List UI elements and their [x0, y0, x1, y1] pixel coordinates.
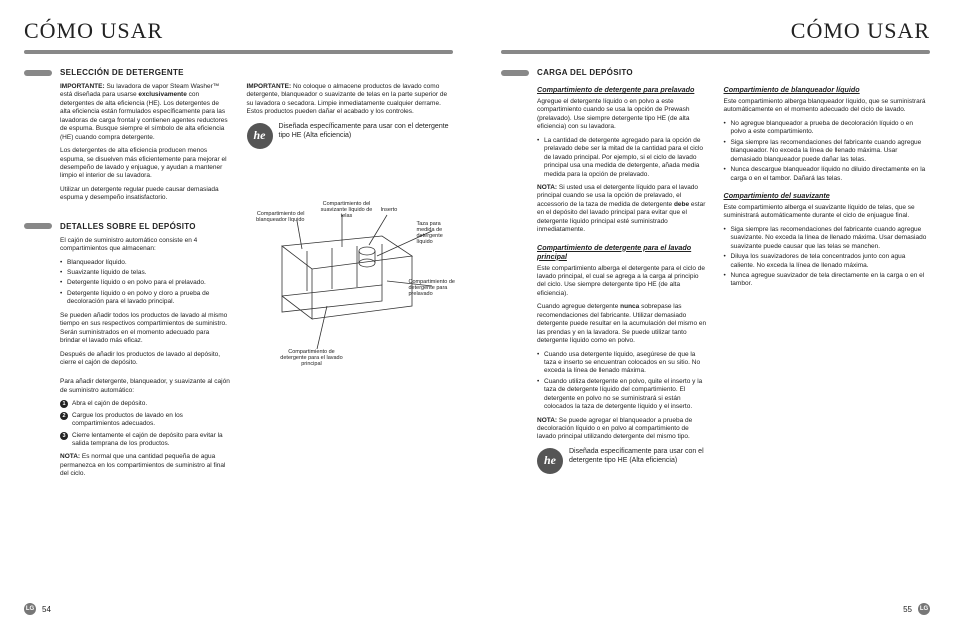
paragraph: IMPORTANTE: No coloque o almacene produc… — [247, 83, 454, 117]
left-col-2: IMPORTANTE: No coloque o almacene produc… — [247, 68, 454, 484]
compartment-list: Blanqueador líquido. Suavizante líquido … — [60, 259, 231, 307]
note: NOTA: Si usted usa el detergente líquido… — [537, 184, 708, 235]
note: NOTA: Se puede agregar el blanqueador a … — [537, 417, 708, 442]
list-item: No agregue blanqueador a prueba de decol… — [724, 120, 931, 137]
page-55: CÓMO USAR CARGA DEL DEPÓSITO Compartimie… — [477, 0, 954, 625]
left-columns: SELECCIÓN DE DETERGENTE IMPORTANTE: Su l… — [24, 68, 453, 484]
heading-pill-icon — [24, 223, 52, 229]
subheading: Compartimiento de detergente para el lav… — [537, 243, 708, 261]
list-item: Nunca agregue suavizador de tela directa… — [724, 272, 931, 289]
diagram-label: Compartimiento del suavizante líquido de… — [319, 201, 375, 219]
section-head-carga: CARGA DEL DEPÓSITO — [501, 68, 708, 77]
bullet-list: Siga siempre las recomendaciones del fab… — [724, 226, 931, 289]
section-head-deposito: DETALLES SOBRE EL DEPÓSITO — [24, 222, 231, 231]
paragraph: Este compartimiento alberga blanqueador … — [724, 98, 931, 115]
paragraph: Este compartimiento alberga el suavizant… — [724, 204, 931, 221]
section-heading: SELECCIÓN DE DETERGENTE — [60, 68, 184, 77]
list-item: Cuando utiliza detergente en polvo, quit… — [537, 378, 708, 412]
brand-badge-icon: LG — [24, 603, 36, 615]
subheading: Compartimiento de blanqueador líquido — [724, 85, 931, 94]
section-head-detergente: SELECCIÓN DE DETERGENTE — [24, 68, 231, 77]
page-title-left: CÓMO USAR — [24, 18, 453, 44]
heading-pill-icon — [24, 70, 52, 76]
list-item: Detergente líquido o en polvo y cloro a … — [60, 290, 231, 307]
he-icon: he — [537, 448, 563, 474]
paragraph: Se pueden añadir todos los productos de … — [60, 312, 231, 346]
page-number: 55 — [903, 605, 912, 614]
paragraph: Los detergentes de alta eficiencia produ… — [60, 147, 231, 181]
section-heading: DETALLES SOBRE EL DEPÓSITO — [60, 222, 196, 231]
note: NOTA: Es normal que una cantidad pequeña… — [60, 453, 231, 478]
page-title-right: CÓMO USAR — [501, 18, 930, 44]
step-number-icon: 2 — [60, 412, 68, 420]
page-footer-left: LG 54 — [24, 603, 51, 615]
list-item: 2Cargue los productos de lavado en los c… — [60, 412, 231, 429]
heading-pill-icon — [501, 70, 529, 76]
right-columns: CARGA DEL DEPÓSITO Compartimiento de det… — [501, 68, 930, 474]
section-body: Compartimiento de detergente para prelav… — [537, 85, 708, 474]
paragraph: Cuando agregue detergente nunca sobrepas… — [537, 303, 708, 345]
paragraph: Después de añadir los productos de lavad… — [60, 351, 231, 368]
section-heading: CARGA DEL DEPÓSITO — [537, 68, 633, 77]
list-item: Diluya los suavizadores de tela concentr… — [724, 253, 931, 270]
bullet-list: La cantidad de detergente agregado para … — [537, 137, 708, 179]
section-body: IMPORTANTE: Su lavadora de vapor Steam W… — [60, 83, 231, 203]
list-item: Siga siempre las recomendaciones del fab… — [724, 139, 931, 164]
dispenser-diagram: Compartimiento del blanqueador líquido C… — [247, 201, 454, 361]
list-item: Suavizante líquido de telas. — [60, 269, 231, 277]
header-rule — [24, 50, 453, 54]
he-badge-block: he Diseñada específicamente para usar co… — [537, 448, 708, 474]
paragraph: El cajón de suministro automático consis… — [60, 237, 231, 254]
he-badge-block: he Diseñada específicamente para usar co… — [247, 123, 454, 149]
brand-badge-icon: LG — [918, 603, 930, 615]
paragraph: Este compartimiento alberga el detergent… — [537, 265, 708, 299]
diagram-label: Taza para medida de detergente líquido — [417, 221, 457, 245]
he-icon: he — [247, 123, 273, 149]
list-item: Blanqueador líquido. — [60, 259, 231, 267]
diagram-label: Compartimiento de detergente para prelav… — [409, 279, 457, 297]
list-item: La cantidad de detergente agregado para … — [537, 137, 708, 179]
he-text: Diseñada específicamente para usar con e… — [279, 123, 454, 141]
list-item: 1Abra el cajón de depósito. — [60, 400, 231, 408]
paragraph: Agregue el detergente líquido o en polvo… — [537, 98, 708, 132]
steps-list: 1Abra el cajón de depósito. 2Cargue los … — [60, 400, 231, 448]
page-spread: CÓMO USAR SELECCIÓN DE DETERGENTE IMPORT… — [0, 0, 954, 625]
page-footer-right: LG 55 — [903, 603, 930, 615]
diagram-label: Compartimiento de detergente para el lav… — [277, 349, 347, 367]
diagram-label: Inserto — [381, 207, 398, 213]
bullet-list: Cuando usa detergente líquido, asegúrese… — [537, 351, 708, 412]
header-rule — [501, 50, 930, 54]
right-col-1: CARGA DEL DEPÓSITO Compartimiento de det… — [501, 68, 708, 474]
step-number-icon: 3 — [60, 432, 68, 440]
list-item: Cuando usa detergente líquido, asegúrese… — [537, 351, 708, 376]
page-54: CÓMO USAR SELECCIÓN DE DETERGENTE IMPORT… — [0, 0, 477, 625]
list-item: Nunca descargue blanqueador líquido no d… — [724, 166, 931, 183]
paragraph: IMPORTANTE: Su lavadora de vapor Steam W… — [60, 83, 231, 142]
subheading: Compartimiento de detergente para prelav… — [537, 85, 708, 94]
left-col-1: SELECCIÓN DE DETERGENTE IMPORTANTE: Su l… — [24, 68, 231, 484]
paragraph: Utilizar un detergente regular puede cau… — [60, 186, 231, 203]
section-body: El cajón de suministro automático consis… — [60, 237, 231, 479]
he-text: Diseñada específicamente para usar con e… — [569, 448, 708, 466]
subheading: Compartimiento del suavizante — [724, 191, 931, 200]
step-number-icon: 1 — [60, 400, 68, 408]
diagram-label: Compartimiento del blanqueador líquido — [247, 211, 305, 223]
list-item: Detergente líquido o en polvo para el pr… — [60, 279, 231, 287]
right-col-2: Compartimiento de blanqueador líquido Es… — [724, 68, 931, 474]
bullet-list: No agregue blanqueador a prueba de decol… — [724, 120, 931, 183]
paragraph: Para añadir detergente, blanqueador, y s… — [60, 378, 231, 395]
list-item: 3Cierre lentamente el cajón de depósito … — [60, 432, 231, 449]
page-number: 54 — [42, 605, 51, 614]
list-item: Siga siempre las recomendaciones del fab… — [724, 226, 931, 251]
